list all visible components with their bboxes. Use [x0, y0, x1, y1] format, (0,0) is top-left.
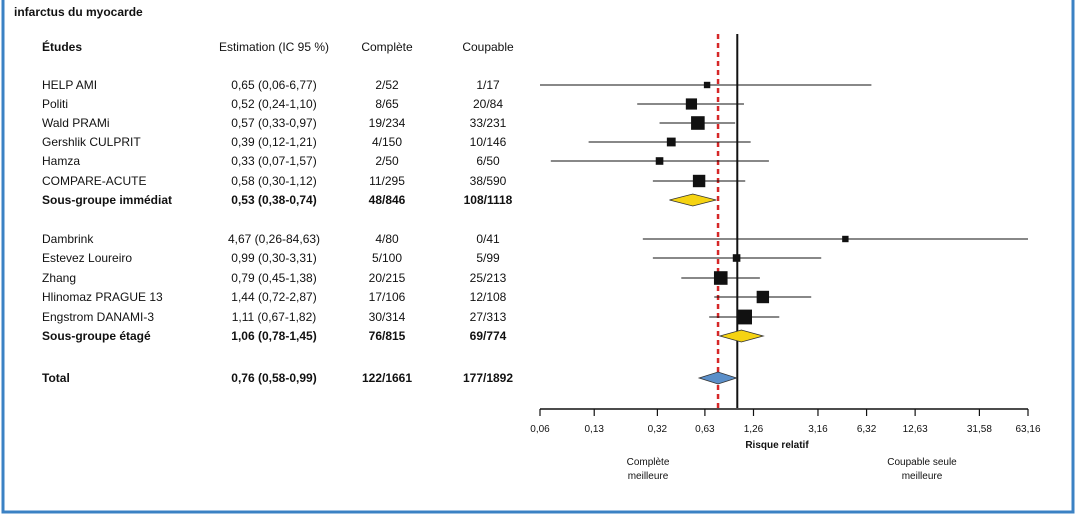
- x-axis-tick-label: 3,16: [808, 424, 828, 435]
- row-complete: 8/65: [375, 97, 399, 111]
- row-culprit: 6/50: [476, 154, 500, 168]
- point-estimate: [685, 98, 698, 110]
- row-complete: 4/150: [372, 135, 402, 149]
- row-study-label: Total: [42, 371, 70, 385]
- row-complete: 48/846: [369, 193, 406, 207]
- point-estimate: [756, 290, 770, 304]
- row-complete: 5/100: [372, 251, 402, 265]
- row-complete: 76/815: [369, 329, 406, 343]
- row-culprit: 25/213: [470, 271, 507, 285]
- x-axis-tick-label: 0,13: [584, 424, 604, 435]
- point-estimate: [666, 137, 676, 147]
- row-study-label: Gershlik CULPRIT: [42, 135, 141, 149]
- header-complete: Complète: [361, 40, 413, 54]
- row-complete: 4/80: [375, 232, 399, 246]
- row-complete: 17/106: [369, 290, 406, 304]
- row-estimate: 0,57 (0,33-0,97): [231, 116, 316, 130]
- plot-marks: [540, 34, 1028, 408]
- table-rows: HELP AMI 0,65 (0,06-6,77) 2/52 1/17 Politi 0,…: [42, 78, 513, 385]
- row-study-label: Sous-groupe étagé: [42, 329, 151, 343]
- point-estimate: [713, 271, 728, 285]
- favours-left-line1: Complète: [627, 457, 670, 468]
- x-axis-label: Risque relatif: [745, 440, 809, 451]
- x-axis-tick-label: 0,63: [695, 424, 715, 435]
- point-estimate: [732, 254, 741, 262]
- row-estimate: 0,33 (0,07-1,57): [231, 154, 316, 168]
- row-estimate: 0,65 (0,06-6,77): [231, 78, 316, 92]
- row-estimate: 0,52 (0,24-1,10): [231, 97, 316, 111]
- row-estimate: 1,44 (0,72-2,87): [231, 290, 316, 304]
- row-estimate: 0,53 (0,38-0,74): [231, 193, 316, 207]
- row-estimate: 0,76 (0,58-0,99): [231, 371, 316, 385]
- row-culprit: 0/41: [476, 232, 500, 246]
- x-axis-tick-label: 0,32: [648, 424, 668, 435]
- row-complete: 122/1661: [362, 371, 412, 385]
- row-culprit: 10/146: [470, 135, 507, 149]
- row-study-label: Estevez Loureiro: [42, 251, 132, 265]
- row-estimate: 0,39 (0,12-1,21): [231, 135, 316, 149]
- row-estimate: 1,06 (0,78-1,45): [231, 329, 316, 343]
- row-study-label: Sous-groupe immédiat: [42, 193, 172, 207]
- row-culprit: 27/313: [470, 310, 507, 324]
- row-study-label: Dambrink: [42, 232, 94, 246]
- row-study-label: Politi: [42, 97, 68, 111]
- row-complete: 11/295: [369, 174, 405, 188]
- row-estimate: 0,99 (0,30-3,31): [231, 251, 316, 265]
- chart-title: infarctus du myocarde: [14, 5, 143, 19]
- point-estimate: [655, 157, 664, 165]
- row-estimate: 4,67 (0,26-84,63): [228, 232, 320, 246]
- x-axis-tick-label: 0,06: [530, 424, 550, 435]
- point-estimate: [691, 116, 705, 130]
- x-axis-tick-label: 6,32: [857, 424, 877, 435]
- row-culprit: 38/590: [470, 174, 507, 188]
- row-study-label: Zhang: [42, 271, 76, 285]
- x-axis-tick-label: 1,26: [744, 424, 764, 435]
- row-study-label: Hlinomaz PRAGUE 13: [42, 290, 163, 304]
- x-axis: 0,06 0,13 0,32 0,63 1,26 3,16 6,32 12,63 31,58 63…: [530, 408, 1041, 435]
- row-culprit: 20/84: [473, 97, 503, 111]
- row-culprit: 5/99: [476, 251, 500, 265]
- row-estimate: 0,79 (0,45-1,38): [231, 271, 316, 285]
- total-diamond: [697, 371, 738, 385]
- point-estimate: [703, 81, 711, 89]
- row-study-label: Hamza: [42, 154, 80, 168]
- row-culprit: 177/1892: [463, 371, 513, 385]
- favours-left-line2: meilleure: [628, 471, 669, 482]
- row-culprit: 108/1118: [464, 193, 513, 207]
- row-complete: 19/234: [369, 116, 406, 130]
- favours-right-line1: Coupable seule: [887, 457, 957, 468]
- row-complete: 20/215: [369, 271, 406, 285]
- row-study-label: COMPARE-ACUTE: [42, 174, 146, 188]
- row-culprit: 33/231: [470, 116, 507, 130]
- row-culprit: 1/17: [476, 78, 500, 92]
- header-culprit: Coupable: [462, 40, 514, 54]
- row-culprit: 12/108: [470, 290, 507, 304]
- point-estimate: [842, 235, 849, 243]
- header-study: Études: [42, 39, 82, 54]
- row-study-label: HELP AMI: [42, 78, 97, 92]
- x-axis-tick-label: 12,63: [903, 424, 928, 435]
- point-estimate: [737, 309, 753, 325]
- subgroup-diamond: [669, 193, 717, 207]
- subgroup-diamond: [718, 329, 765, 343]
- row-complete: 2/52: [375, 78, 399, 92]
- row-estimate: 0,58 (0,30-1,12): [231, 174, 316, 188]
- row-complete: 2/50: [375, 154, 399, 168]
- row-estimate: 1,11 (0,67-1,82): [232, 310, 317, 324]
- row-complete: 30/314: [369, 310, 406, 324]
- row-culprit: 69/774: [470, 329, 507, 343]
- row-study-label: Engstrom DANAMI-3: [42, 310, 154, 324]
- favours-right-line2: meilleure: [902, 471, 943, 482]
- header-estimate: Estimation (IC 95 %): [219, 40, 329, 54]
- row-study-label: Wald PRAMi: [42, 116, 110, 130]
- point-estimate: [692, 174, 706, 188]
- x-axis-tick-label: 31,58: [967, 424, 992, 435]
- x-axis-tick-label: 63,16: [1015, 424, 1040, 435]
